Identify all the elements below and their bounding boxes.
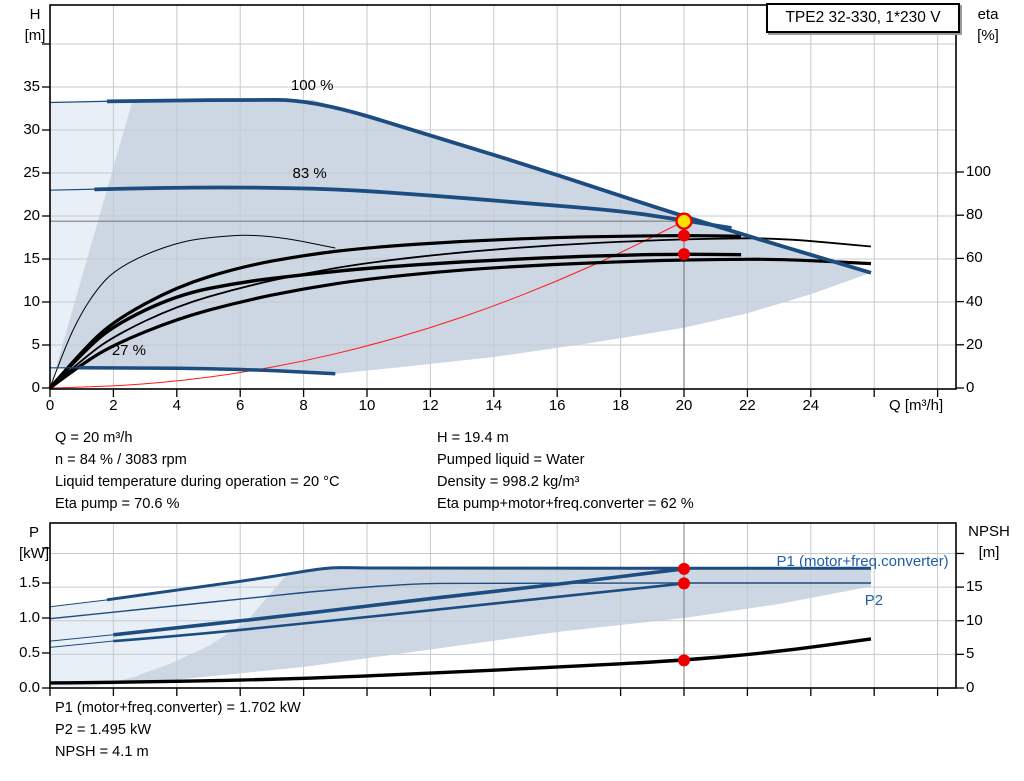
p-axis-unit: [kW]: [19, 545, 49, 562]
curve-eta-pump-84pct: [48, 234, 742, 390]
eta-axis-unit: [%]: [977, 27, 999, 44]
curve-p2-84pct-lead: [49, 639, 120, 648]
npsh-axis-label: NPSH [m]: [958, 521, 1020, 563]
plot-border: [49, 4, 957, 390]
result-density: Density = 998.2 kg/m³: [437, 474, 580, 490]
npsh-axis-unit: [m]: [978, 544, 1000, 561]
result-eta-pump: Eta pump = 70.6 %: [55, 496, 180, 512]
marker-op-point-npsh: [678, 654, 690, 667]
curve-eta-27pct: [49, 234, 336, 389]
pump-type-title: TPE2 32-330, 1*230 V: [785, 9, 941, 26]
plot-border: [49, 522, 957, 689]
curve-p2-100pct: [49, 582, 871, 620]
marker-op-point-p1: [678, 562, 690, 575]
result-h: H = 19.4 m: [437, 430, 509, 446]
curve-p2-84pct: [113, 582, 685, 643]
result-liquid-temp: Liquid temperature during operation = 20…: [55, 474, 340, 490]
marker-op-point-eta-total: [678, 248, 690, 261]
result-block-left: Q = 20 m³/h n = 84 % / 3083 rpm Liquid t…: [55, 427, 340, 515]
p-axis-label: P [kW]: [10, 522, 58, 564]
eta-axis-symbol: eta: [977, 6, 999, 23]
curve-p1-84pct-lead: [49, 633, 120, 642]
result-p1: P1 (motor+freq.converter) = 1.702 kW: [55, 700, 301, 716]
curve-p1-84pct: [113, 567, 685, 637]
curve-p1-100pct: [106, 566, 871, 602]
curve-eta-total-84pct: [48, 252, 742, 390]
duty-range: [50, 99, 871, 389]
curve-head-83pct: [94, 185, 732, 230]
curve-p1-100pct-lead: [49, 598, 114, 608]
curve-head-27pct: [78, 366, 336, 376]
eta-axis-label: eta [%]: [966, 4, 1010, 46]
curve-head-100pct: [107, 98, 872, 275]
curve-eta-pump-100pct: [49, 237, 872, 389]
pump-type-title-box: TPE2 32-330, 1*230 V: [766, 3, 960, 33]
result-pumped-liquid: Pumped liquid = Water: [437, 452, 585, 468]
curve-eta-total-100pct: [49, 257, 872, 390]
marker-op-point-p2: [678, 577, 690, 590]
npsh-axis-symbol: NPSH: [968, 523, 1010, 540]
q-axis-label: Q [m³/h]: [889, 397, 944, 414]
result-q: Q = 20 m³/h: [55, 430, 133, 446]
power-range: [81, 567, 871, 685]
result-p2: P2 = 1.495 kW: [55, 722, 152, 738]
result-block-right: H = 19.4 m Pumped liquid = Water Density…: [437, 427, 694, 515]
h-axis-symbol: H: [29, 6, 41, 23]
h-axis-unit: [m]: [24, 27, 46, 44]
curve-system-curve: [49, 220, 685, 389]
result-block-bottom: P1 (motor+freq.converter) = 1.702 kW P2 …: [55, 697, 301, 763]
marker-op-point-eta-pump: [678, 229, 690, 242]
h-axis-label: H [m]: [14, 4, 56, 46]
marker-op-point-qh: [675, 212, 693, 230]
curve-npsh-curve: [49, 637, 872, 685]
result-npsh: NPSH = 4.1 m: [55, 744, 149, 760]
p-axis-symbol: P: [28, 524, 39, 541]
result-speed: n = 84 % / 3083 rpm: [55, 452, 187, 468]
result-eta-total: Eta pump+motor+freq.converter = 62 %: [437, 496, 694, 512]
